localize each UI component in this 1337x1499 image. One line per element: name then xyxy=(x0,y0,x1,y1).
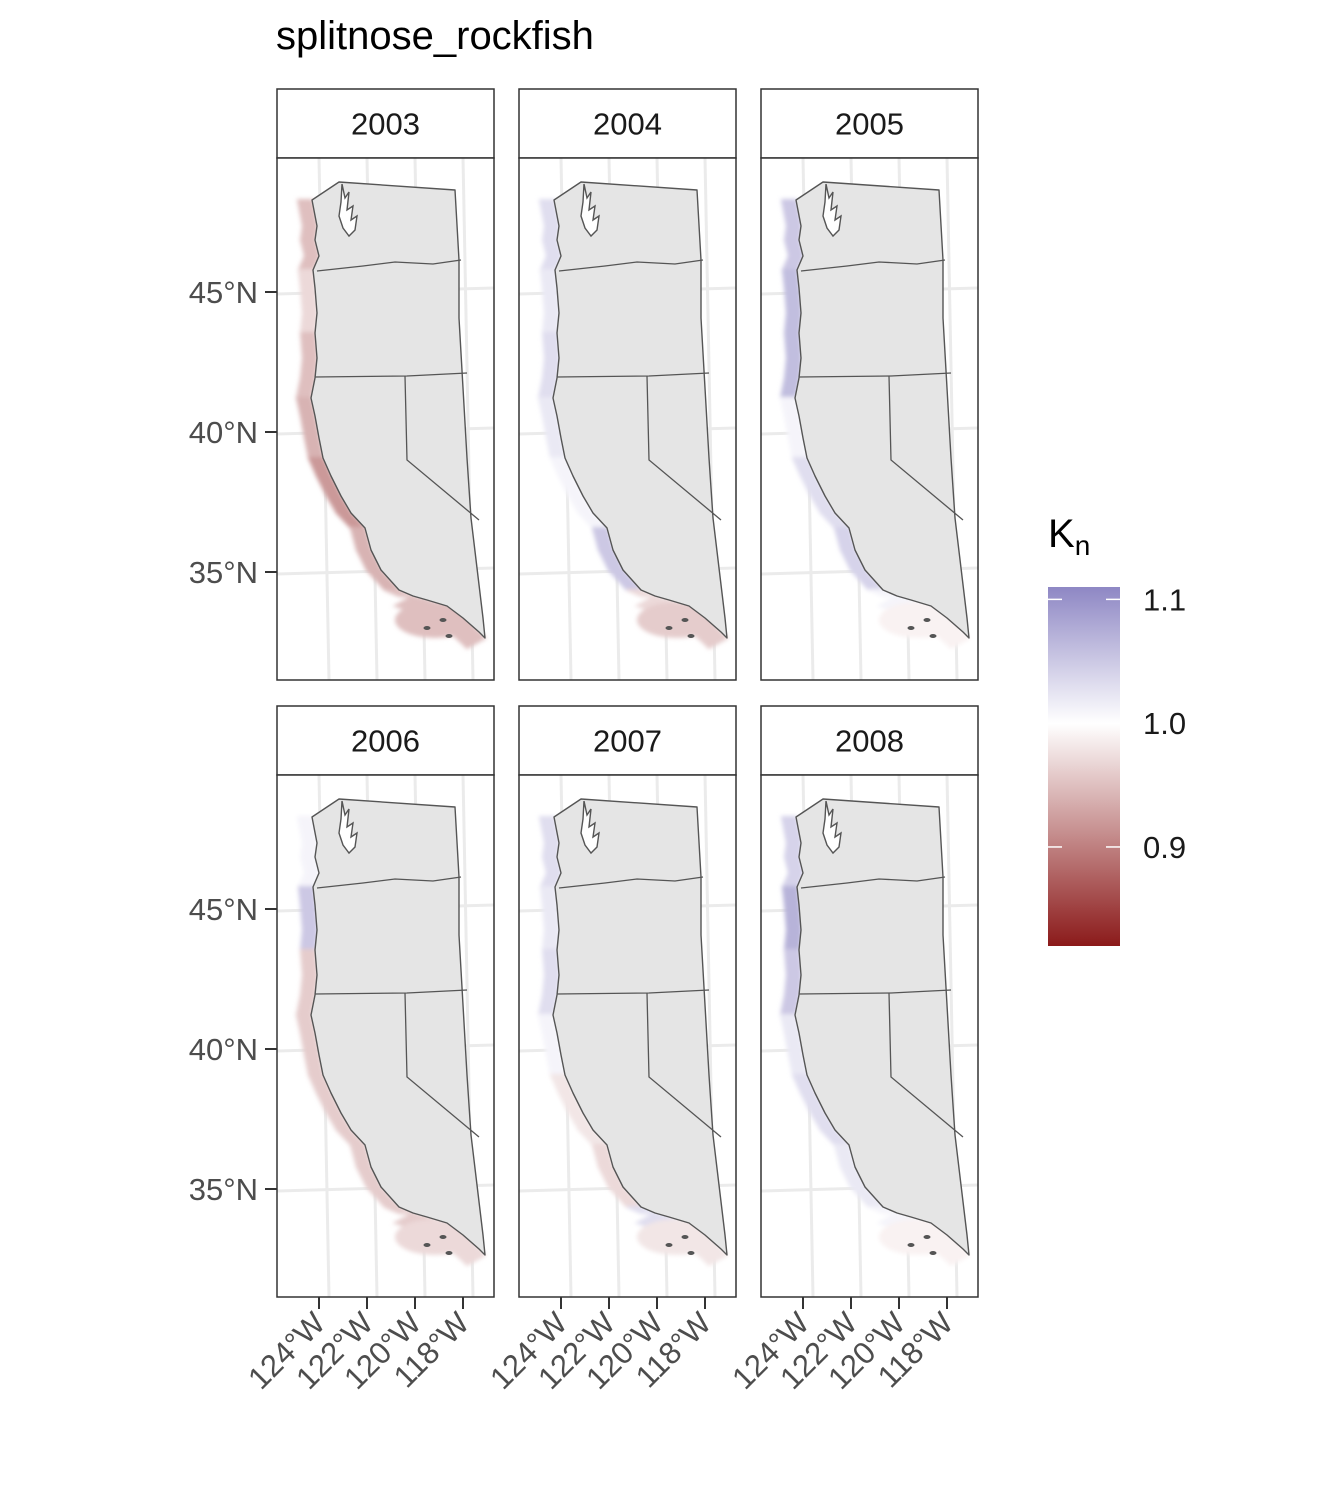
panel-border xyxy=(518,157,737,681)
facet-panels: 2003 2004 2005 2006 2007 2008 xyxy=(276,88,979,1298)
channel-island xyxy=(423,626,431,630)
land-area xyxy=(552,798,728,1256)
channel-island xyxy=(423,1243,431,1247)
facet-panel-2005: 2005 xyxy=(760,88,979,681)
facet-strip-label: 2003 xyxy=(351,107,420,142)
channel-island xyxy=(929,1251,937,1255)
channel-island xyxy=(923,1235,931,1239)
map-panel xyxy=(518,157,737,681)
legend-title-main: K xyxy=(1048,512,1075,556)
facet-strip-label: 2008 xyxy=(835,724,904,759)
state-border xyxy=(888,375,964,521)
channel-island xyxy=(681,1235,689,1239)
puget-sound xyxy=(822,800,842,855)
y-axes: 45°N 40°N 35°N 45°N 40°N 35°N xyxy=(189,275,277,1207)
channel-island xyxy=(445,634,453,638)
channel-island xyxy=(681,618,689,622)
state-border xyxy=(558,876,704,889)
facet-panel-2007: 2007 xyxy=(518,705,737,1298)
facet-panel-2006: 2006 xyxy=(276,705,495,1298)
state-border xyxy=(798,989,952,995)
state-border xyxy=(800,876,946,889)
state-border xyxy=(316,259,462,272)
panel-border xyxy=(760,774,979,1298)
y-tick-label: 45°N xyxy=(189,892,258,927)
facet-strip xyxy=(276,88,495,159)
channel-island xyxy=(929,634,937,638)
map-panel xyxy=(518,774,737,1298)
map-panel xyxy=(276,774,495,1298)
state-border xyxy=(888,992,964,1138)
puget-sound xyxy=(580,800,600,855)
y-tick-label: 40°N xyxy=(189,415,258,450)
facet-strip-label: 2004 xyxy=(593,107,662,142)
legend-tick-label: 1.0 xyxy=(1143,706,1186,741)
y-tick-label: 35°N xyxy=(189,555,258,590)
puget-sound xyxy=(338,183,358,238)
state-border xyxy=(646,375,722,521)
map-panel xyxy=(760,157,979,681)
channel-island xyxy=(439,618,447,622)
channel-island xyxy=(439,1235,447,1239)
land-area xyxy=(310,181,486,639)
legend-tick-label: 0.9 xyxy=(1143,830,1186,865)
facet-strip-label: 2005 xyxy=(835,107,904,142)
state-border xyxy=(800,259,946,272)
puget-sound xyxy=(822,183,842,238)
legend-tick-label: 1.1 xyxy=(1143,582,1186,617)
channel-island xyxy=(923,618,931,622)
land-area xyxy=(310,798,486,1256)
y-tick-label: 45°N xyxy=(189,275,258,310)
land-area xyxy=(794,181,970,639)
channel-island xyxy=(907,626,915,630)
map-panel xyxy=(276,157,495,681)
land-area xyxy=(552,181,728,639)
y-tick-label: 35°N xyxy=(189,1172,258,1207)
state-border xyxy=(556,372,710,378)
facet-panel-2004: 2004 xyxy=(518,88,737,681)
channel-island xyxy=(665,626,673,630)
legend-colorbar xyxy=(1048,587,1120,946)
color-legend: 1.1 1.0 0.9 xyxy=(1048,582,1186,946)
facet-strip-label: 2007 xyxy=(593,724,662,759)
state-border xyxy=(404,992,480,1138)
panel-border xyxy=(760,157,979,681)
land-area xyxy=(794,798,970,1256)
facet-strip xyxy=(518,88,737,159)
state-border xyxy=(558,259,704,272)
state-border xyxy=(404,375,480,521)
kn-coastal-band xyxy=(537,816,729,1267)
kn-coastal-band xyxy=(295,816,487,1267)
facet-strip xyxy=(276,705,495,776)
channel-island xyxy=(665,1243,673,1247)
state-border xyxy=(316,876,462,889)
channel-island xyxy=(687,634,695,638)
puget-sound xyxy=(338,800,358,855)
channel-island xyxy=(907,1243,915,1247)
facet-strip-label: 2006 xyxy=(351,724,420,759)
plot-title: splitnose_rockfish xyxy=(276,14,594,58)
panel-border xyxy=(276,774,495,1298)
state-border xyxy=(556,989,710,995)
legend-title-sub: n xyxy=(1074,530,1091,561)
panel-border xyxy=(276,157,495,681)
facet-strip xyxy=(760,88,979,159)
channel-island xyxy=(445,1251,453,1255)
legend-title: Kn xyxy=(1048,512,1090,562)
panel-border xyxy=(518,774,737,1298)
y-tick-label: 40°N xyxy=(189,1032,258,1067)
map-panel xyxy=(760,774,979,1298)
puget-sound xyxy=(580,183,600,238)
facet-panel-2003: 2003 xyxy=(276,88,495,681)
state-border xyxy=(314,372,468,378)
kn-coastal-band xyxy=(537,199,729,650)
facet-panel-2008: 2008 xyxy=(760,705,979,1298)
state-border xyxy=(798,372,952,378)
channel-island xyxy=(687,1251,695,1255)
state-border xyxy=(314,989,468,995)
state-border xyxy=(646,992,722,1138)
